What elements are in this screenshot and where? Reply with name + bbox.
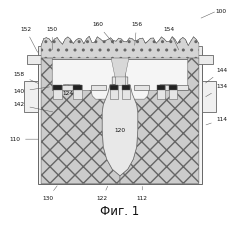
- Bar: [169, 85, 177, 90]
- Polygon shape: [102, 77, 138, 176]
- Text: 152: 152: [20, 27, 38, 52]
- Bar: [73, 85, 82, 90]
- Bar: [193, 55, 213, 64]
- Text: 124: 124: [62, 91, 73, 96]
- Bar: [73, 85, 82, 99]
- Text: Фиг. 1: Фиг. 1: [100, 205, 140, 218]
- Text: 160: 160: [92, 22, 114, 44]
- Text: 112: 112: [137, 186, 148, 200]
- Bar: [91, 85, 106, 90]
- Bar: [169, 85, 177, 99]
- Polygon shape: [41, 58, 120, 184]
- Polygon shape: [120, 58, 199, 184]
- Bar: [121, 85, 130, 90]
- Text: 130: 130: [42, 186, 57, 200]
- Text: 140: 140: [13, 87, 49, 94]
- Bar: [110, 85, 119, 99]
- Polygon shape: [41, 36, 199, 58]
- Text: 120: 120: [114, 128, 126, 133]
- Bar: [202, 81, 216, 112]
- Bar: [115, 58, 125, 85]
- Text: 144: 144: [205, 68, 228, 83]
- Text: 156: 156: [131, 22, 142, 45]
- Text: 158: 158: [13, 72, 39, 83]
- Bar: [110, 85, 119, 90]
- Bar: [160, 85, 188, 90]
- Bar: [157, 85, 165, 90]
- Text: 122: 122: [97, 186, 108, 200]
- Text: 114: 114: [206, 117, 228, 125]
- Bar: [53, 85, 62, 90]
- Bar: [134, 85, 149, 90]
- Bar: [121, 85, 130, 99]
- Bar: [24, 81, 38, 112]
- Text: 142: 142: [13, 102, 53, 112]
- Bar: [38, 50, 202, 184]
- Polygon shape: [111, 58, 129, 77]
- Text: 110: 110: [9, 137, 38, 142]
- Text: 154: 154: [163, 27, 179, 50]
- Text: 134: 134: [206, 84, 228, 97]
- Bar: [157, 85, 165, 99]
- Bar: [53, 85, 62, 99]
- Bar: [27, 55, 47, 64]
- Text: 100: 100: [216, 9, 227, 14]
- Text: 150: 150: [47, 27, 58, 50]
- Bar: [52, 85, 80, 90]
- Bar: [38, 46, 202, 59]
